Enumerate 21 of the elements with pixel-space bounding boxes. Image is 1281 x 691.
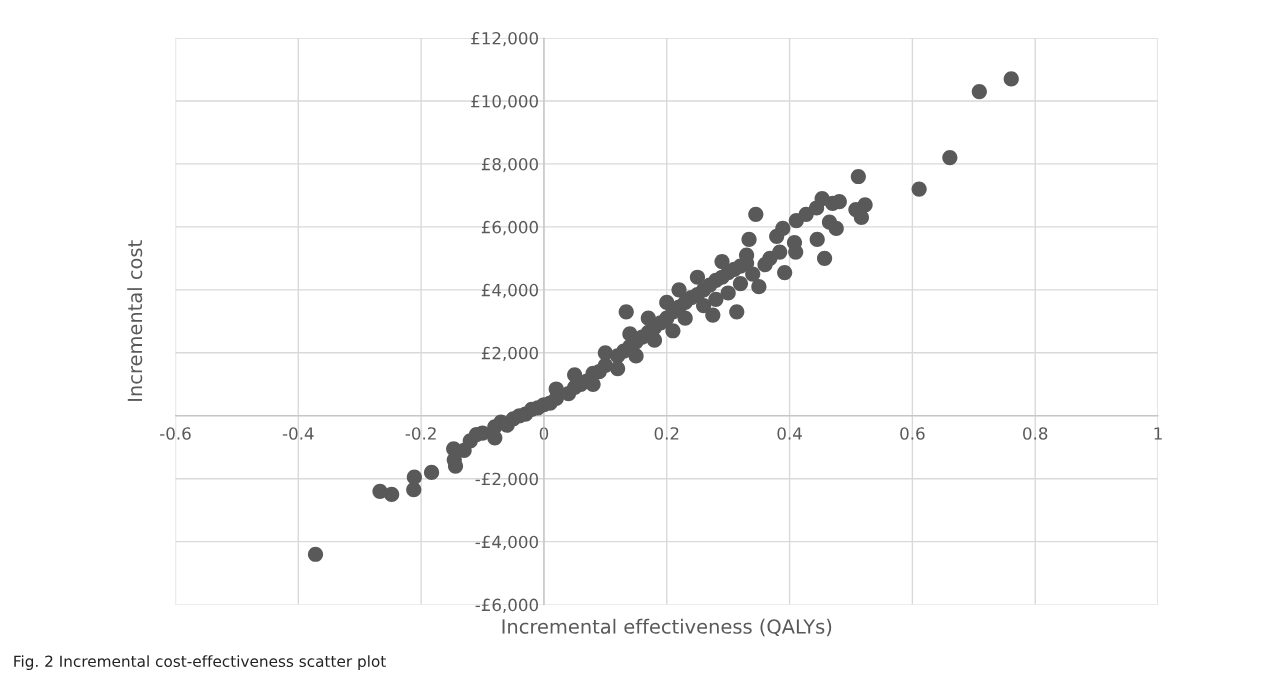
y-tick-label: £4,000 — [481, 283, 538, 299]
y-tick-label: £12,000 — [471, 31, 538, 47]
x-tick-label: 1 — [1154, 427, 1162, 440]
y-tick-label: £6,000 — [481, 220, 538, 236]
y-tick-label: -£6,000 — [475, 598, 538, 613]
y-tick-label: £10,000 — [471, 94, 538, 110]
x-tick-label: 0.4 — [777, 427, 802, 440]
y-tick-label: -£2,000 — [475, 472, 538, 487]
x-tick-label: 0 — [539, 427, 549, 440]
x-tick-label: 0.8 — [1023, 427, 1048, 440]
y-tick-label: £2,000 — [481, 346, 538, 362]
x-tick-label: 0.2 — [654, 427, 679, 440]
x-axis-title: Incremental effectiveness (QALYs) — [502, 618, 832, 637]
y-axis-title: Incremental cost — [127, 240, 143, 401]
x-tick-label: -0.2 — [405, 427, 436, 440]
x-tick-label: -0.4 — [282, 427, 314, 440]
y-tick-label: -£4,000 — [475, 535, 538, 550]
caption: Fig. 2 Incremental cost-effectiveness scatter plot — [14, 655, 386, 670]
x-tick-label: 0.6 — [900, 427, 925, 440]
y-tick-label: £8,000 — [481, 157, 538, 173]
x-tick-label: -0.6 — [160, 427, 191, 440]
